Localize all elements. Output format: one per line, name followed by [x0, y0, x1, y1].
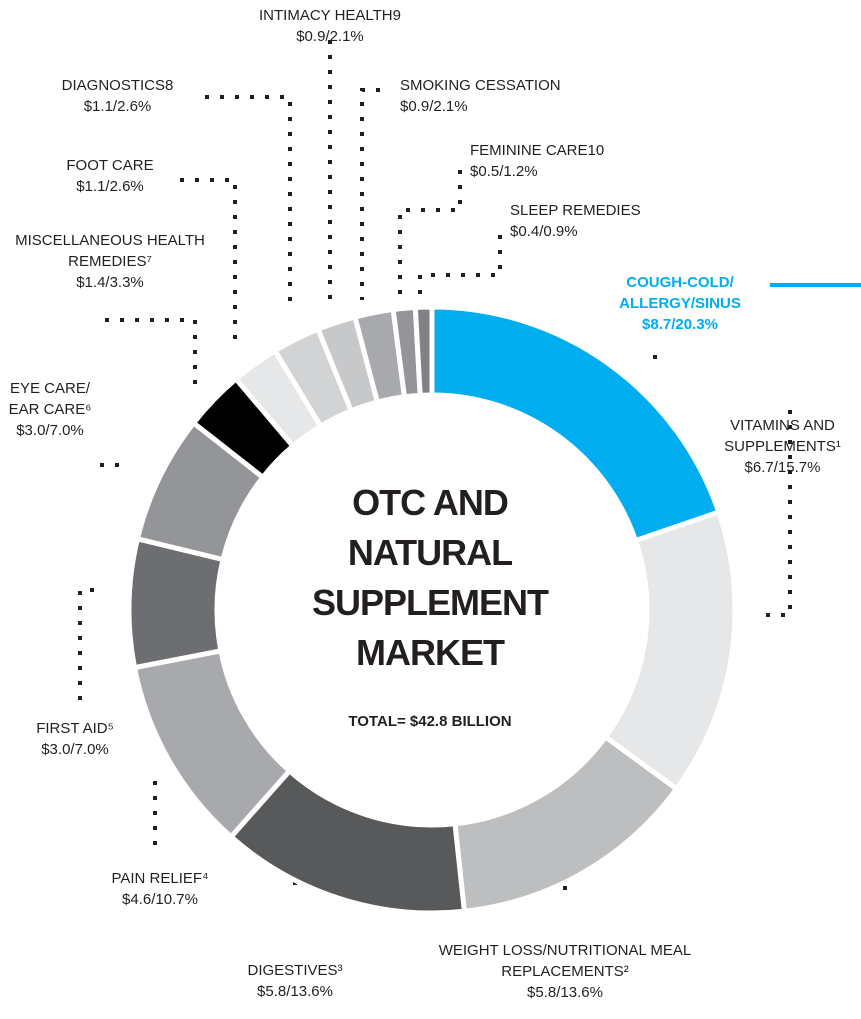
category-name: VITAMINS AND SUPPLEMENTS¹: [724, 417, 841, 455]
value-label: $3.0/7.0%: [16, 422, 84, 439]
category-name: EYE CARE/ EAR CARE⁶: [8, 380, 92, 418]
slice-label: PAIN RELIEF⁴ $4.6/10.7%: [80, 868, 240, 910]
category-name: DIAGNOSTICS8: [61, 77, 174, 94]
category-name: FIRST AID⁵: [36, 720, 114, 737]
value-label: $1.1/2.6%: [83, 98, 152, 115]
value-label: $3.0/7.0%: [41, 741, 109, 758]
slice-label: FIRST AID⁵ $3.0/7.0%: [0, 718, 150, 760]
slice: [452, 733, 681, 915]
slice-label: DIGESTIVES³ $5.8/13.6%: [215, 960, 375, 1002]
value-label: $0.5/1.2%: [470, 163, 538, 180]
value-label: $5.8/13.6%: [257, 983, 333, 1000]
category-name: WEIGHT LOSS/NUTRITIONAL MEAL REPLACEMENT…: [438, 942, 692, 980]
slice-label: MISCELLANEOUS HEALTH REMEDIES⁷ $1.4/3.3%: [15, 230, 205, 293]
slice: [412, 304, 435, 398]
slice-label: VITAMINS AND SUPPLEMENTS¹ $6.7/15.7%: [700, 415, 861, 478]
leader-lines: [78, 40, 792, 890]
slice-label: FEMININE CARE10 $0.5/1.2%: [470, 140, 630, 182]
slice-label: DIAGNOSTICS8 $1.1/2.6%: [35, 75, 200, 117]
value-label: $0.4/0.9%: [510, 223, 578, 240]
slice-label: INTIMACY HEALTH9 $0.9/2.1%: [215, 5, 445, 47]
category-name: PAIN RELIEF⁴: [111, 870, 209, 887]
value-label: $5.8/13.6%: [527, 984, 603, 1001]
category-name: COUGH-COLD/ ALLERGY/SINUS: [619, 274, 741, 312]
value-label: $1.1/2.6%: [76, 178, 144, 195]
slice-label: WEIGHT LOSS/NUTRITIONAL MEAL REPLACEMENT…: [400, 940, 730, 1003]
slice-label: SLEEP REMEDIES $0.4/0.9%: [510, 200, 670, 242]
slice-label: FOOT CARE $1.1/2.6%: [35, 155, 185, 197]
category-name: FEMININE CARE10: [470, 142, 605, 159]
value-label: $6.7/15.7%: [744, 459, 821, 476]
value-label: $1.4/3.3%: [76, 274, 144, 291]
slice: [602, 508, 738, 793]
category-name: DIGESTIVES³: [247, 962, 343, 979]
category-name: INTIMACY HEALTH9: [259, 7, 401, 24]
category-name: MISCELLANEOUS HEALTH REMEDIES⁷: [15, 232, 205, 270]
value-label: $8.7/20.3%: [642, 316, 718, 333]
value-label: $0.9/2.1%: [296, 28, 364, 45]
category-name: SLEEP REMEDIES: [510, 202, 641, 219]
chart-subtitle: TOTAL= $42.8 BILLION: [348, 713, 512, 730]
slice-label: COUGH-COLD/ ALLERGY/SINUS $8.7/20.3%: [595, 272, 765, 335]
category-name: SMOKING CESSATION: [400, 77, 561, 94]
value-label: $4.6/10.7%: [122, 891, 198, 908]
slice-label: SMOKING CESSATION $0.9/2.1%: [400, 75, 570, 117]
chart-title: OTC AND NATURAL SUPPLEMENT MARKET: [311, 482, 549, 673]
value-label: $0.9/2.1%: [400, 98, 468, 115]
category-name: FOOT CARE: [66, 157, 154, 174]
slice-label: EYE CARE/ EAR CARE⁶ $3.0/7.0%: [0, 378, 100, 441]
